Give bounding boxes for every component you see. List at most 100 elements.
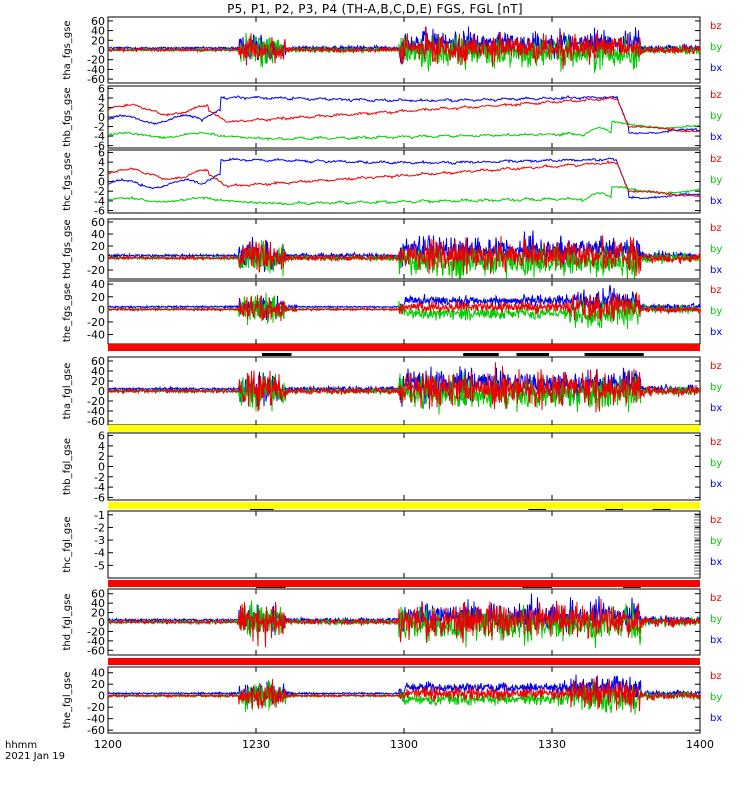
y-tick-label: 0 bbox=[98, 111, 105, 124]
y-axis-label: thd_fgs_gse bbox=[62, 219, 73, 278]
legend-entry: bz bbox=[710, 154, 722, 165]
y-tick-label: -40 bbox=[87, 635, 105, 648]
y-axis-label: thc_fgl_gse bbox=[62, 516, 73, 572]
legend-entry: bx bbox=[710, 557, 722, 568]
y-tick-label: -6 bbox=[94, 205, 105, 218]
y-tick-label: 6 bbox=[98, 430, 105, 443]
legend-entry: bx bbox=[710, 196, 722, 207]
y-tick-label: -2 bbox=[94, 521, 105, 534]
series-line bbox=[107, 157, 701, 200]
y-tick-label: 20 bbox=[91, 678, 105, 691]
y-tick-label: -60 bbox=[87, 724, 105, 737]
y-tick-label: -4 bbox=[94, 195, 105, 208]
y-axis-label: thb_fgl_gse bbox=[62, 438, 73, 495]
panel-frame bbox=[107, 85, 701, 149]
y-tick-label: 4 bbox=[98, 92, 105, 105]
series-line bbox=[107, 675, 701, 713]
y-tick-label: -1 bbox=[94, 509, 105, 522]
legend-entry: by bbox=[710, 692, 722, 703]
status-bar bbox=[108, 425, 700, 432]
series-line bbox=[107, 96, 701, 134]
status-bar bbox=[108, 344, 700, 351]
y-tick-label: 40 bbox=[91, 25, 105, 38]
legend-entry: by bbox=[710, 614, 722, 625]
legend-entry: bz bbox=[710, 223, 722, 234]
legend-entry: bx bbox=[710, 265, 722, 276]
status-bar bbox=[108, 580, 700, 587]
mode-segment bbox=[516, 353, 550, 356]
x-tick-label: 1300 bbox=[390, 738, 418, 751]
y-axis-label: thb_fgs_gse bbox=[62, 87, 73, 146]
y-axis-label: thc_fgs_gse bbox=[62, 152, 73, 211]
y-tick-label: 0 bbox=[98, 690, 105, 703]
y-tick-label: -4 bbox=[94, 130, 105, 143]
legend-entry: bx bbox=[710, 132, 722, 143]
y-tick-label: -20 bbox=[87, 54, 105, 67]
status-bar bbox=[108, 502, 700, 509]
series-line bbox=[107, 598, 701, 648]
y-tick-label: -60 bbox=[87, 415, 105, 428]
y-tick-label: -2 bbox=[94, 185, 105, 198]
time-axis-label: hhmm bbox=[5, 740, 37, 751]
y-tick-label: -40 bbox=[87, 329, 105, 342]
y-axis-label: thd_fgl_gse bbox=[62, 594, 73, 651]
date-label: 2021 Jan 19 bbox=[5, 751, 65, 762]
y-tick-label: -4 bbox=[94, 547, 105, 560]
y-tick-label: 40 bbox=[91, 365, 105, 378]
x-tick-label: 1330 bbox=[538, 738, 566, 751]
legend-entry: by bbox=[710, 244, 722, 255]
y-tick-label: -40 bbox=[87, 63, 105, 76]
y-tick-label: 20 bbox=[91, 291, 105, 304]
y-tick-label: 6 bbox=[98, 146, 105, 159]
y-tick-label: 60 bbox=[91, 216, 105, 229]
legend-entry: by bbox=[710, 111, 722, 122]
y-tick-label: 0 bbox=[98, 176, 105, 189]
legend-entry: bz bbox=[710, 437, 722, 448]
legend-entry: by bbox=[710, 382, 722, 393]
legend-entry: bx bbox=[710, 63, 722, 74]
y-tick-label: 0 bbox=[98, 616, 105, 629]
series-line bbox=[107, 292, 701, 322]
y-tick-label: 40 bbox=[91, 228, 105, 241]
legend-entry: bz bbox=[710, 671, 722, 682]
series-line bbox=[107, 362, 701, 413]
y-tick-label: 4 bbox=[98, 440, 105, 453]
mode-segment bbox=[463, 353, 499, 356]
legend-entry: bz bbox=[710, 593, 722, 604]
y-axis-label: tha_fgs_gse bbox=[62, 20, 73, 79]
y-tick-label: -40 bbox=[87, 405, 105, 418]
y-tick-label: -6 bbox=[94, 491, 105, 504]
legend-entry: by bbox=[710, 306, 722, 317]
legend-entry: by bbox=[710, 458, 722, 469]
x-tick-label: 1400 bbox=[686, 738, 714, 751]
y-tick-label: -3 bbox=[94, 534, 105, 547]
y-tick-label: 20 bbox=[91, 34, 105, 47]
y-tick-label: 0 bbox=[98, 252, 105, 265]
x-tick-label: 1230 bbox=[242, 738, 270, 751]
y-axis-label: the_fgs_gse bbox=[62, 283, 73, 342]
y-tick-label: -5 bbox=[94, 559, 105, 572]
y-tick-label: 6 bbox=[98, 82, 105, 95]
y-tick-label: 60 bbox=[91, 15, 105, 28]
y-tick-label: 0 bbox=[98, 461, 105, 474]
y-tick-label: -2 bbox=[94, 471, 105, 484]
panel-frame bbox=[107, 510, 701, 579]
mode-segment bbox=[584, 353, 644, 356]
legend-entry: bz bbox=[710, 90, 722, 101]
y-tick-label: 2 bbox=[98, 450, 105, 463]
y-tick-label: 0 bbox=[98, 303, 105, 316]
series-line bbox=[108, 285, 701, 321]
series-line bbox=[108, 94, 701, 135]
panel-frame bbox=[107, 432, 701, 501]
legend-entry: bx bbox=[710, 635, 722, 646]
y-tick-label: 40 bbox=[91, 667, 105, 680]
y-tick-label: -20 bbox=[87, 625, 105, 638]
y-tick-label: 2 bbox=[98, 166, 105, 179]
legend-entry: by bbox=[710, 536, 722, 547]
series-line bbox=[107, 159, 701, 198]
y-tick-label: 0 bbox=[98, 385, 105, 398]
legend-entry: bz bbox=[710, 21, 722, 32]
chart-title: P5, P1, P2, P3, P4 (TH-A,B,C,D,E) FGS, F… bbox=[227, 2, 523, 16]
y-tick-label: 60 bbox=[91, 588, 105, 601]
y-tick-label: 60 bbox=[91, 355, 105, 368]
